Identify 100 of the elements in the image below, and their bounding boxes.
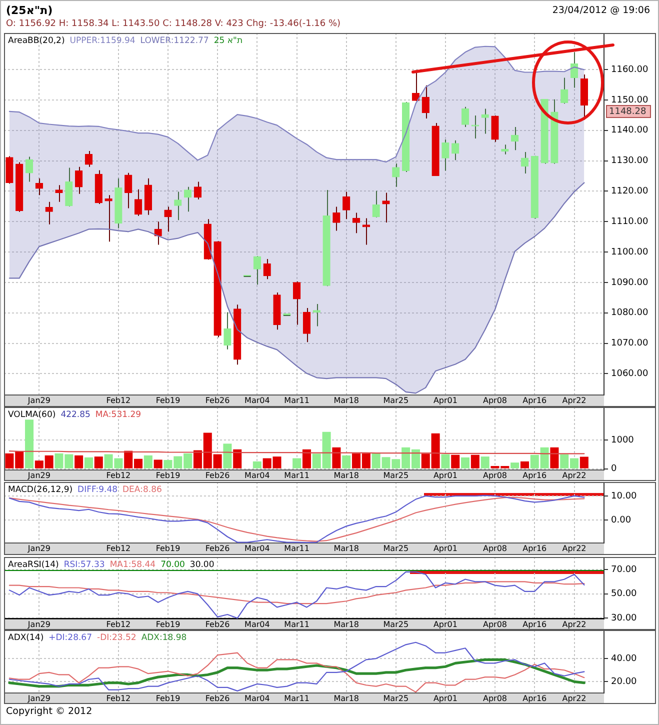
bar bbox=[461, 457, 470, 468]
x-tick-label: Apr22 bbox=[562, 694, 586, 703]
bar bbox=[520, 461, 529, 468]
x-tick-label: Feb19 bbox=[156, 470, 180, 480]
ref-line-label: 30.00 bbox=[190, 560, 214, 570]
bar bbox=[94, 456, 103, 468]
candlestick bbox=[55, 184, 63, 202]
bar bbox=[480, 456, 490, 468]
y-tick-label: 0 bbox=[611, 464, 617, 474]
candlestick bbox=[382, 192, 390, 224]
x-tick-label: Feb19 bbox=[156, 694, 180, 703]
x-tick-label: Apr01 bbox=[433, 470, 458, 480]
legend-title: VOLMA(60) 422.85 bbox=[8, 410, 90, 420]
bar bbox=[302, 449, 311, 468]
text: ADX:18.98 bbox=[141, 633, 187, 644]
x-tick-label: Mar18 bbox=[334, 470, 359, 480]
candlestick bbox=[74, 166, 83, 194]
x-tick-label: Apr08 bbox=[482, 620, 508, 629]
x-tick-label: Feb26 bbox=[205, 694, 230, 703]
ref-line-label: 70.00 bbox=[160, 560, 185, 570]
candlestick bbox=[481, 108, 489, 134]
x-tick-label: Mar25 bbox=[383, 470, 409, 480]
x-tick-label: Mar25 bbox=[383, 694, 409, 703]
text: 23/04/2012 @ 19:06 bbox=[552, 5, 650, 17]
x-tick-label: Feb26 bbox=[205, 396, 230, 405]
candlestick bbox=[461, 106, 470, 128]
candlestick bbox=[144, 178, 152, 216]
candlestick bbox=[164, 206, 172, 232]
x-tick-label: Mar04 bbox=[244, 470, 270, 480]
x-tick-label: Apr01 bbox=[433, 396, 458, 405]
bar bbox=[292, 458, 302, 468]
candlestick bbox=[134, 188, 142, 216]
x-tick-label: Apr16 bbox=[522, 396, 547, 405]
x-tick-label: Feb26 bbox=[205, 620, 230, 629]
bar bbox=[144, 455, 152, 468]
x-tick-label: Apr01 bbox=[433, 694, 458, 703]
candlestick bbox=[174, 191, 182, 221]
legend-title: MACD(26,12,9) bbox=[8, 485, 73, 496]
x-tick-label: Mar11 bbox=[284, 694, 310, 703]
x-tick-label: Jan29 bbox=[26, 544, 50, 553]
bar bbox=[223, 444, 232, 468]
series-label: DIFF:9.48 bbox=[78, 485, 118, 496]
candlestick bbox=[452, 140, 460, 161]
x-tick-label: Jan29 bbox=[26, 396, 50, 405]
x-tick-label: Jan29 bbox=[26, 694, 50, 703]
candlestick bbox=[352, 212, 360, 234]
text: MA1:58.44 bbox=[110, 560, 156, 570]
x-tick-label: Mar11 bbox=[284, 620, 310, 629]
candlestick bbox=[124, 172, 132, 209]
x-tick-label: Mar11 bbox=[284, 470, 310, 480]
annotation: ת"א 25 bbox=[214, 36, 243, 46]
candlestick bbox=[25, 156, 34, 182]
candlestick bbox=[302, 308, 311, 343]
x-tick-label: Mar04 bbox=[244, 544, 270, 553]
bar bbox=[25, 420, 34, 468]
candlestick bbox=[422, 84, 430, 119]
bar bbox=[451, 454, 460, 468]
x-tick-label: Feb26 bbox=[205, 544, 230, 553]
candlestick bbox=[412, 72, 420, 102]
x-tick-label: Mar25 bbox=[383, 620, 409, 629]
x-tick-label: Apr01 bbox=[433, 620, 458, 629]
text: UPPER:1159.94 bbox=[70, 36, 136, 46]
x-tick-label: Mar04 bbox=[244, 620, 270, 629]
y-tick-label: 1100.00 bbox=[611, 247, 648, 258]
x-tick-label: Feb26 bbox=[205, 470, 230, 480]
x-tick-label: Feb19 bbox=[156, 620, 180, 629]
x-tick-label: Jan29 bbox=[26, 470, 50, 480]
x-tick-label: Feb12 bbox=[106, 620, 131, 629]
x-tick-label: Feb12 bbox=[106, 396, 131, 405]
y-tick-label: 1090.00 bbox=[611, 278, 648, 288]
x-tick-label: Apr22 bbox=[562, 470, 586, 480]
text: -DI:23.52 bbox=[97, 633, 136, 644]
y-tick-label: 50.00 bbox=[611, 589, 638, 600]
x-tick-label: Mar18 bbox=[334, 396, 359, 405]
x-tick-label: Apr16 bbox=[522, 620, 547, 629]
x-tick-label: Apr16 bbox=[522, 544, 547, 553]
x-tick-label: Mar18 bbox=[334, 694, 359, 703]
x-tick-label: Feb19 bbox=[156, 544, 180, 553]
y-tick-label: 1060.00 bbox=[611, 369, 648, 380]
y-tick-label: 70.00 bbox=[611, 564, 638, 575]
x-tick-label: Apr08 bbox=[482, 396, 508, 405]
y-tick-label: 1070.00 bbox=[611, 338, 648, 349]
bar bbox=[74, 455, 84, 468]
candlestick bbox=[392, 163, 400, 188]
x-tick-label: Apr22 bbox=[562, 544, 586, 553]
candlestick bbox=[491, 114, 499, 142]
bar bbox=[233, 449, 242, 468]
y-tick-label: 1080.00 bbox=[611, 308, 648, 318]
x-tick-label: Mar04 bbox=[244, 694, 270, 703]
y-tick-label: 1150.00 bbox=[611, 95, 648, 106]
y-tick-label: 1120.00 bbox=[611, 186, 648, 197]
x-tick-label: Feb12 bbox=[106, 694, 131, 703]
x-tick-label: Apr22 bbox=[562, 620, 586, 629]
y-tick-label: 1160.00 bbox=[611, 64, 648, 75]
text: LOWER:1122.77 bbox=[140, 36, 209, 46]
x-tick-label: Apr08 bbox=[482, 544, 508, 553]
x-tick-label: Apr08 bbox=[482, 694, 508, 703]
candlestick bbox=[292, 281, 301, 326]
bar bbox=[550, 447, 559, 468]
x-tick-label: Apr01 bbox=[433, 544, 458, 553]
